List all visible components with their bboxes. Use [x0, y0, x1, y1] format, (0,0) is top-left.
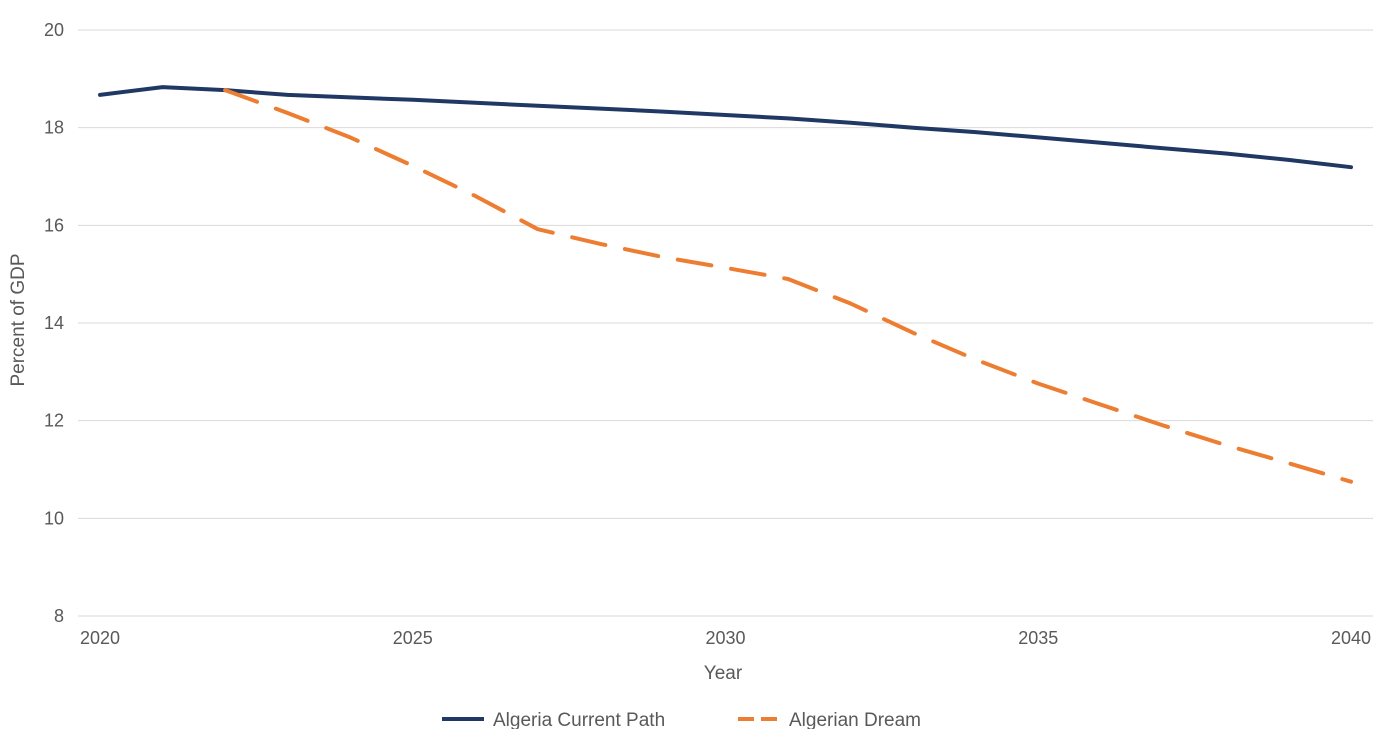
series-line-current-path — [98, 85, 1353, 170]
y-tick-label: 8 — [54, 606, 64, 626]
x-axis-title: Year — [704, 663, 743, 684]
y-tick-label: 20 — [44, 20, 64, 40]
y-axis-title: Percent of GDP — [8, 253, 29, 386]
series-line-algerian-dream — [223, 88, 1353, 484]
legend-label-algerian-dream: Algerian Dream — [789, 710, 921, 729]
x-tick-label: 2025 — [393, 628, 433, 648]
legend-item-algerian-dream: Algerian Dream — [738, 710, 921, 729]
y-tick-label: 12 — [44, 411, 64, 431]
y-tick-label: 18 — [44, 118, 64, 138]
x-tick-label: 2040 — [1331, 628, 1371, 648]
x-tick-label: 2020 — [80, 628, 120, 648]
y-tick-label: 14 — [44, 313, 64, 333]
x-tick-label: 2035 — [1018, 628, 1058, 648]
x-tick-label: 2030 — [705, 628, 745, 648]
y-tick-labels: 8 10 12 14 16 18 20 — [44, 20, 64, 626]
gridlines — [78, 29, 1373, 617]
legend-item-current-path: Algeria Current Path — [442, 710, 665, 729]
legend-label-current-path: Algeria Current Path — [493, 710, 665, 729]
series-lines — [98, 85, 1353, 484]
legend: Algeria Current Path Algerian Dream — [442, 710, 921, 729]
y-tick-label: 10 — [44, 508, 64, 528]
x-tick-labels: 2020 2025 2030 2035 2040 — [80, 628, 1371, 648]
y-tick-label: 16 — [44, 215, 64, 235]
